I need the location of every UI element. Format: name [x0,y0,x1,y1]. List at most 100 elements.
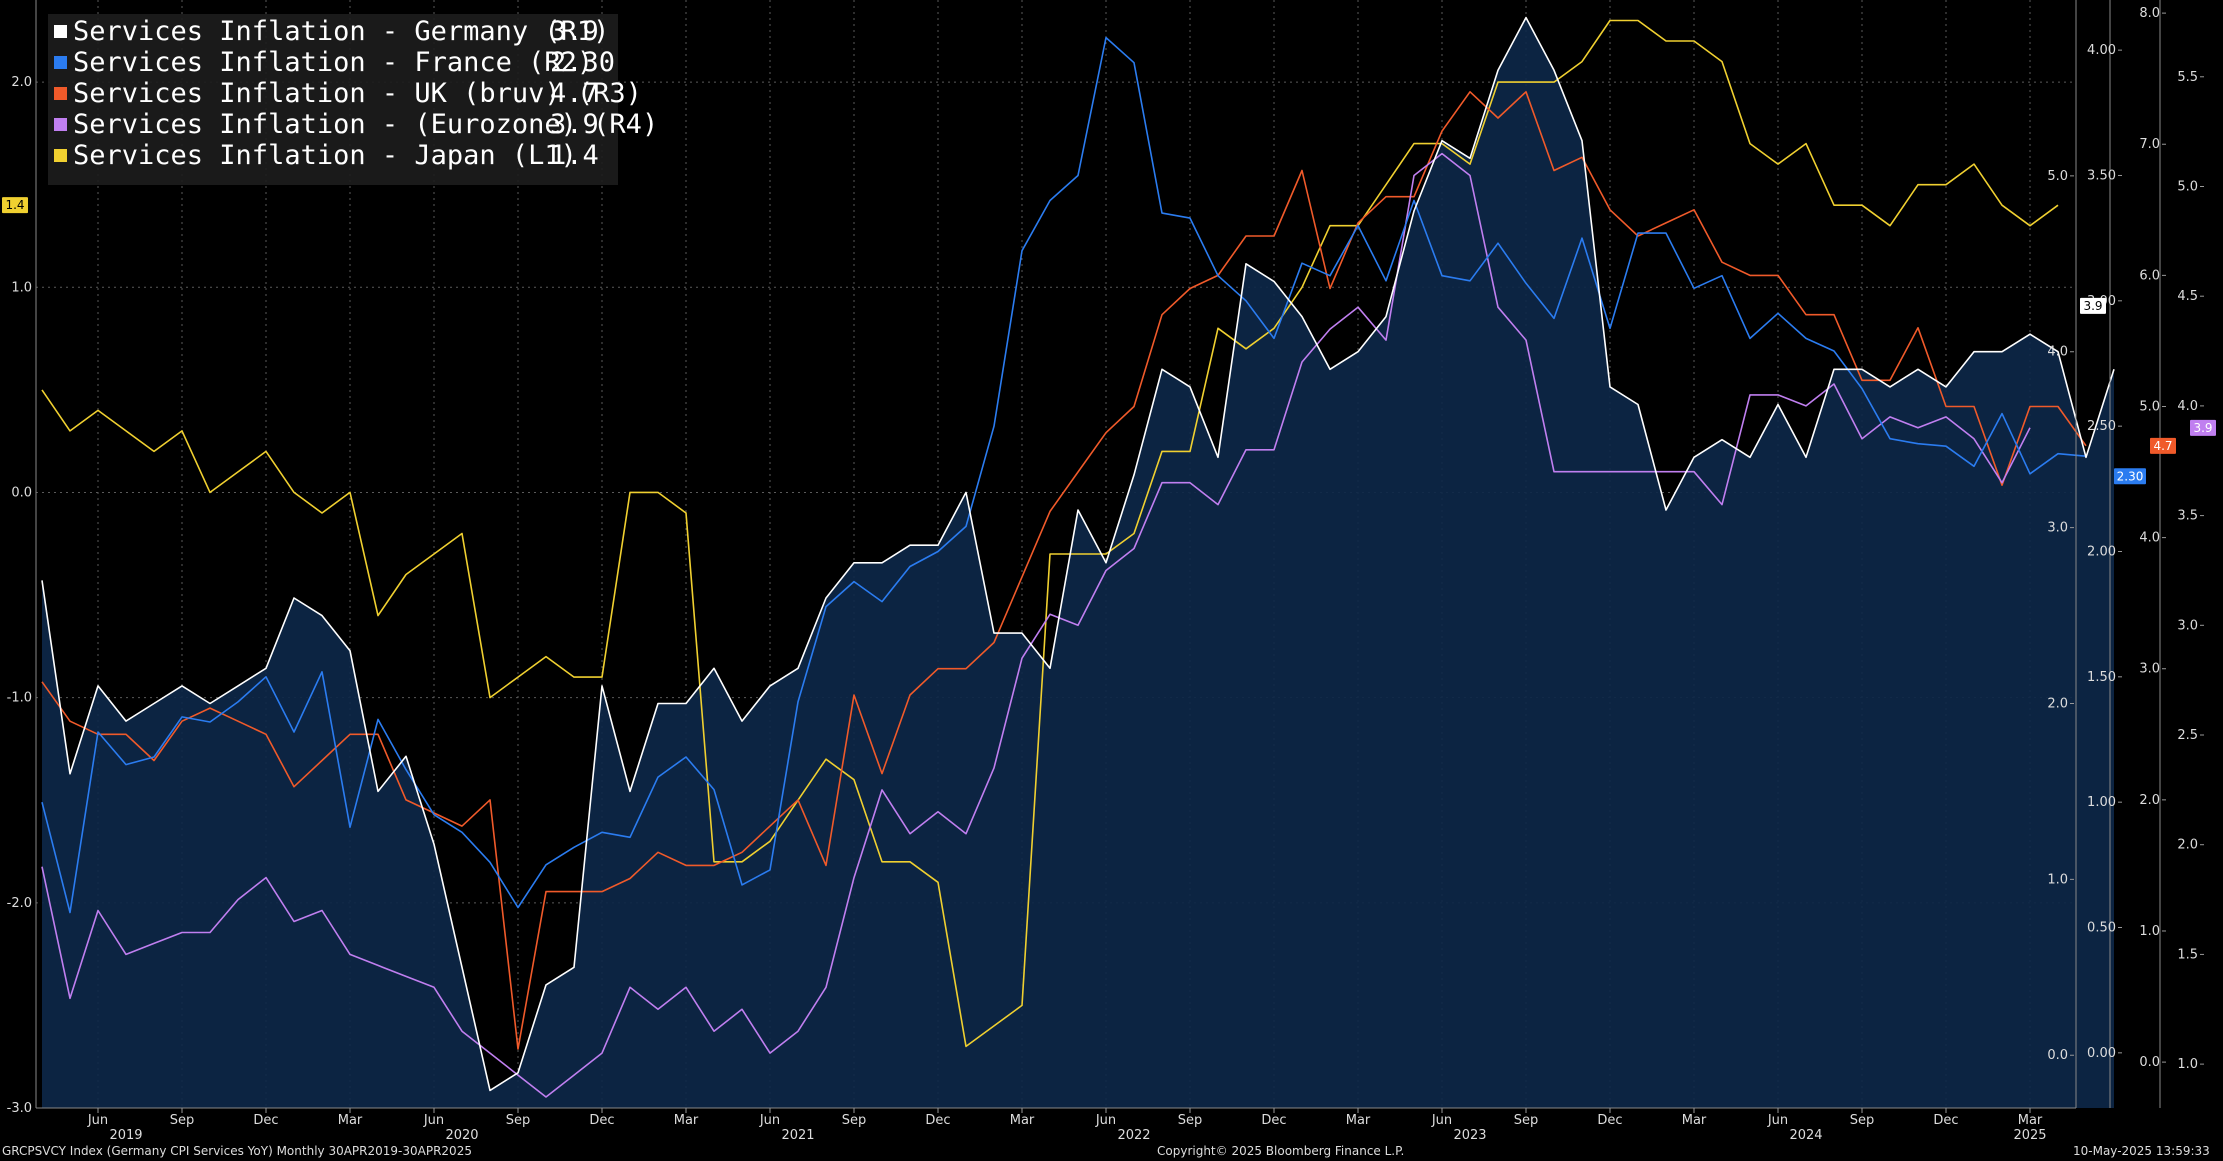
last-value-tag-0: 1.4 [5,198,24,212]
y-tick-label-r1-0: 5.0 [2047,169,2068,184]
y-tick-label-r3-1: 7.0 [2139,137,2160,152]
last-value-tag-bg-2 [2190,419,2216,436]
series-group [41,16,2115,1109]
legend-value-eurozone: 3.9 [550,109,599,140]
legend-value-uk: 4.7 [550,78,599,109]
x-tick-label-3: Mar [338,1113,363,1128]
series-area-germany [42,17,2114,1109]
legend-label-uk: Services Inflation - UK (bruv) (R3) [73,78,642,109]
y-tick-label-r2-6: 1.00 [2087,795,2116,810]
x-tick-label-8: Jun [759,1113,780,1128]
x-year-label-1: 2020 [445,1128,478,1143]
legend-label-france: Services Inflation - France (R2) [73,47,594,78]
x-tick-label-7: Mar [674,1113,699,1128]
y-tick-label-r1-5: 0.0 [2047,1048,2068,1063]
y-tick-label-r4-2: 4.5 [2177,289,2198,304]
legend-label-eurozone: Services Inflation - (Eurozone) (R4) [73,109,659,140]
y-tick-label-l1-2: 0.0 [11,485,32,500]
x-tick-label-21: Sep [1850,1113,1875,1128]
x-tick-label-9: Sep [842,1113,867,1128]
y-tick-label-r2-0: 4.00 [2087,43,2116,58]
x-tick-label-17: Sep [1514,1113,1539,1128]
legend-item-eurozone: Services Inflation - (Eurozone) (R4) 3.9 [54,109,658,140]
x-tick-label-15: Mar [1346,1113,1371,1128]
y-tick-label-r3-4: 4.0 [2139,531,2160,546]
last-value-tag-4: 2.30 [2117,469,2144,483]
y-tick-label-r2-7: 0.50 [2087,921,2116,936]
x-year-label-2: 2021 [781,1128,814,1143]
legend-swatch-germany [54,25,67,38]
y-tick-label-r4-7: 2.0 [2177,838,2198,853]
legend-value-japan: 1.4 [550,140,599,171]
y-tick-label-r4-4: 3.5 [2177,509,2198,524]
y-tick-label-l1-0: 2.0 [11,75,32,90]
x-tick-label-19: Mar [1682,1113,1707,1128]
series-line-japan [41,19,2059,1048]
x-tick-label-13: Sep [1178,1113,1203,1128]
x-tick-label-2: Dec [253,1113,278,1128]
legend-item-germany: Services Inflation - Germany (R1) 3.9 [54,16,609,47]
footer-source: GRCPSVCY Index (Germany CPI Services YoY… [2,1144,472,1158]
y-tick-label-r3-3: 5.0 [2139,399,2160,414]
y-tick-label-l1-5: -3.0 [7,1101,32,1116]
y-tick-label-r4-0: 5.5 [2177,70,2198,85]
series-line-france [41,36,2087,914]
legend-label-germany: Services Inflation - Germany (R1) [73,16,610,47]
legend-item-japan: Services Inflation - Japan (L1) 1.4 [54,140,599,171]
y-tick-label-r1-4: 1.0 [2047,872,2068,887]
y-tick-label-r2-3: 2.50 [2087,419,2116,434]
x-tick-label-1: Sep [170,1113,195,1128]
y-tick-label-r3-2: 6.0 [2139,268,2160,283]
x-year-label-4: 2023 [1453,1128,1486,1143]
last-value-tag-bg-3 [2150,437,2176,454]
last-value-tag-1: 3.9 [2083,299,2102,313]
last-value-tag-bg-4 [2114,468,2146,485]
last-value-tag-bg-0 [2,197,28,214]
last-value-tag-2: 3.9 [2193,421,2212,435]
legend-item-uk: Services Inflation - UK (bruv) (R3) 4.7 [54,78,642,109]
x-tick-label-14: Dec [1261,1113,1286,1128]
legend-swatch-eurozone [54,118,67,131]
x-year-label-0: 2019 [109,1128,142,1143]
x-tick-label-23: Mar [2018,1113,2043,1128]
x-tick-label-16: Jun [1431,1113,1452,1128]
legend-value-germany: 3.9 [550,16,599,47]
series-line-germany [41,16,2115,1092]
x-tick-label-6: Dec [589,1113,614,1128]
x-tick-label-11: Mar [1010,1113,1035,1128]
y-tick-label-r4-5: 3.0 [2177,618,2198,633]
x-tick-label-20: Jun [1767,1113,1788,1128]
y-tick-label-r3-5: 3.0 [2139,662,2160,677]
y-tick-label-r4-8: 1.5 [2177,947,2198,962]
y-tick-label-r3-6: 2.0 [2139,793,2160,808]
y-tick-label-r2-4: 2.00 [2087,544,2116,559]
last-value-tag-bg-1 [2080,297,2106,314]
legend-swatch-france [54,56,67,69]
legend-swatch-uk [54,87,67,100]
x-year-label-6: 2025 [2013,1128,2046,1143]
y-tick-label-l1-3: -1.0 [7,691,32,706]
legend-swatch-japan [54,149,67,162]
series-line-eurozone [41,152,2031,1098]
y-tick-label-r3-7: 1.0 [2139,924,2160,939]
legend-label-japan: Services Inflation - Japan (L1) [73,140,577,171]
series-line-uk [41,91,2087,1050]
legend-item-france: Services Inflation - France (R2) 2.30 [54,47,615,78]
x-tick-label-12: Jun [1095,1113,1116,1128]
y-tick-label-r1-1: 4.0 [2047,345,2068,360]
footer-timestamp: 10-May-2025 13:59:33 [2073,1144,2210,1158]
x-tick-label-0: Jun [87,1113,108,1128]
y-tick-label-r4-3: 4.0 [2177,399,2198,414]
y-tick-label-r2-8: 0.00 [2087,1046,2116,1061]
y-tick-label-r3-8: 0.0 [2139,1055,2160,1070]
footer-copyright: Copyright© 2025 Bloomberg Finance L.P. [1157,1144,1405,1158]
x-tick-label-18: Dec [1597,1113,1622,1128]
y-tick-label-r4-1: 5.0 [2177,179,2198,194]
y-tick-label-l1-1: 1.0 [11,280,32,295]
x-year-label-5: 2024 [1789,1128,1822,1143]
y-tick-label-r2-5: 1.50 [2087,670,2116,685]
x-year-label-3: 2022 [1117,1128,1150,1143]
x-tick-label-22: Dec [1933,1113,1958,1128]
y-tick-label-l1-4: -2.0 [7,896,32,911]
y-tick-label-r2-1: 3.50 [2087,168,2116,183]
